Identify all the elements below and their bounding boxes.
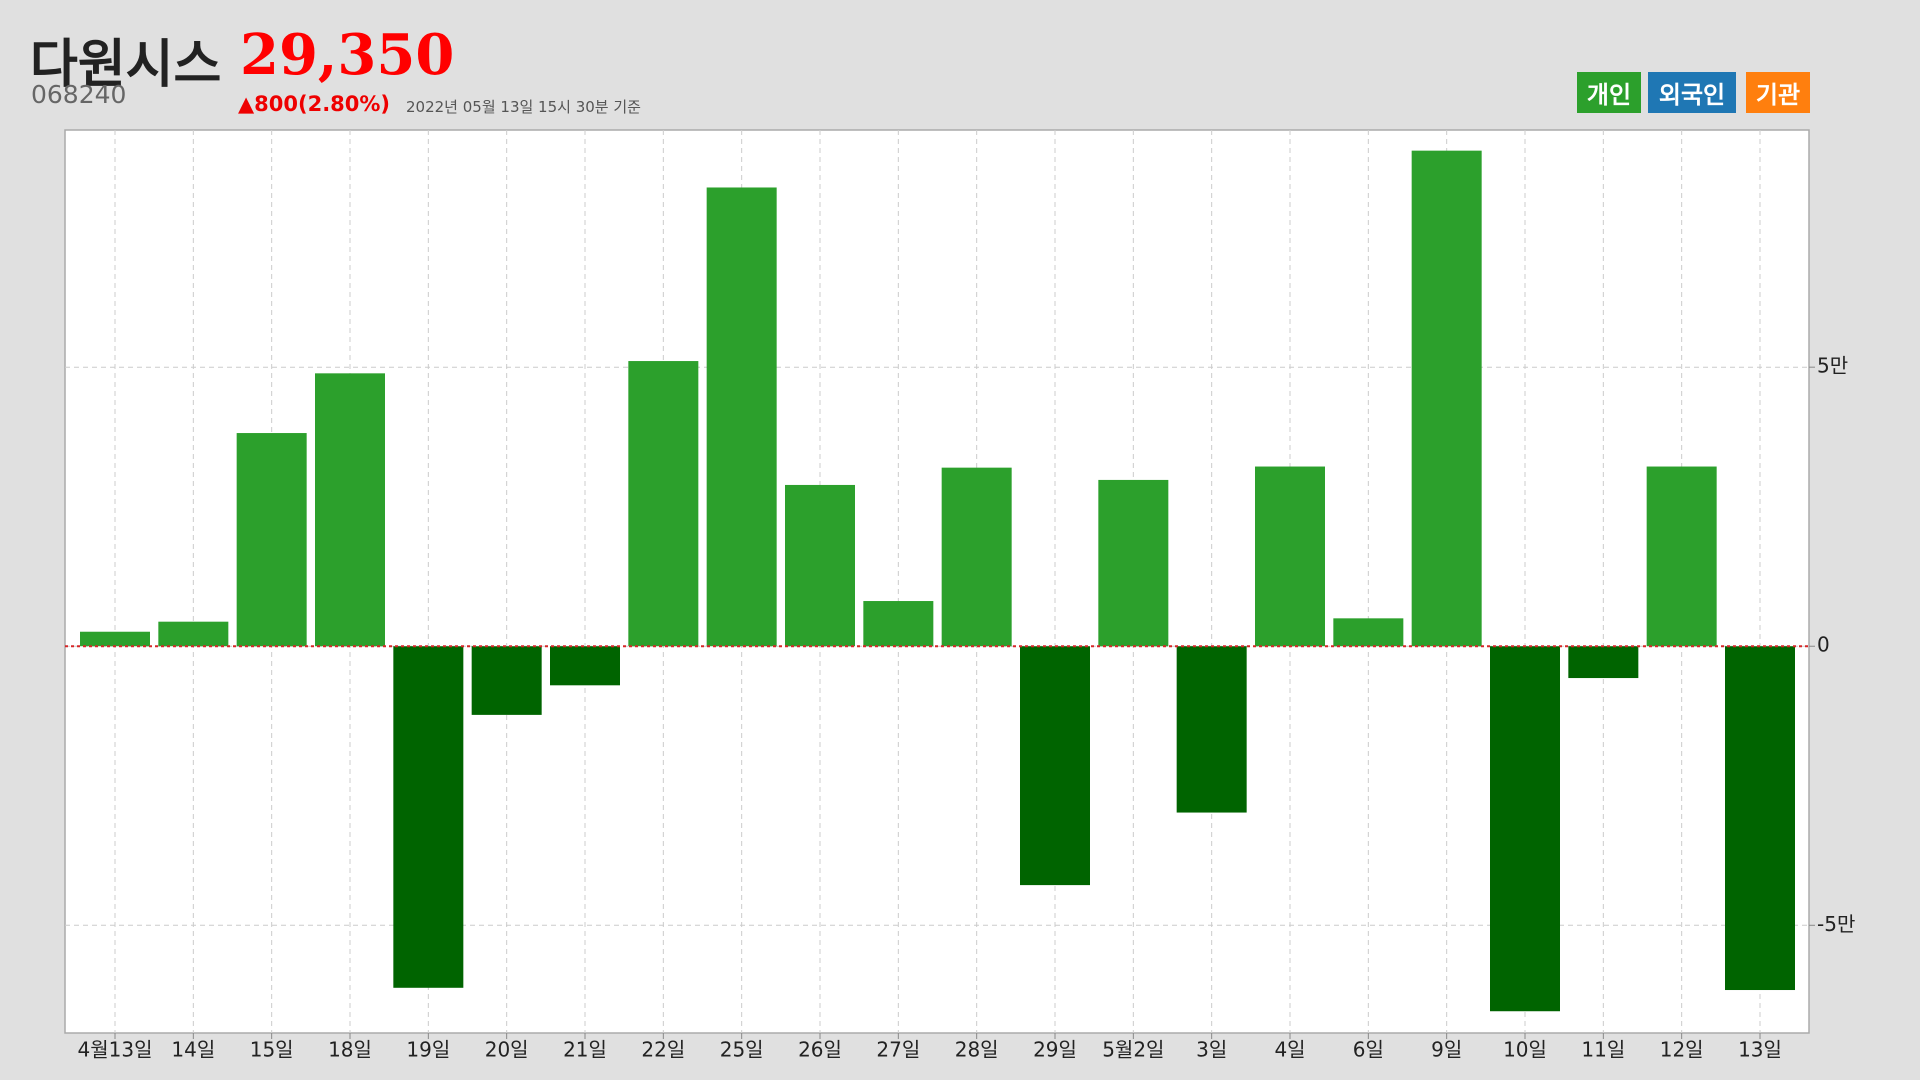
bar (1646, 466, 1717, 647)
bar (1490, 646, 1560, 1012)
legend-button[interactable]: 개인 (1577, 72, 1641, 113)
bar (315, 373, 385, 647)
legend-button[interactable]: 외국인 (1648, 72, 1736, 113)
x-tick-label: 20일 (485, 1038, 529, 1062)
bar (1020, 646, 1090, 886)
bar (1098, 479, 1169, 647)
x-tick-label: 26일 (798, 1038, 842, 1062)
title: 다원시스 (30, 35, 222, 95)
x-tick-label: 5월2일 (1102, 1038, 1164, 1062)
x-tick-label: 12일 (1660, 1038, 1704, 1062)
x-tick-label: 11일 (1581, 1038, 1625, 1062)
bar (628, 361, 699, 647)
bar (236, 433, 307, 647)
x-tick-label: 18일 (328, 1038, 372, 1062)
change: ▲800(2.80%) (238, 92, 391, 116)
bar (1176, 646, 1247, 813)
x-tick-label: 4월13일 (78, 1038, 153, 1062)
x-tick-label: 28일 (955, 1038, 999, 1062)
bar (1255, 466, 1325, 647)
x-tick-label: 15일 (250, 1038, 294, 1062)
x-tick-label: 4일 (1274, 1038, 1305, 1062)
bar (158, 621, 229, 647)
bar (80, 631, 150, 647)
x-tick-label: 27일 (876, 1038, 920, 1062)
x-tick-label: 13일 (1738, 1038, 1782, 1062)
bar (941, 467, 1012, 647)
bar (1333, 618, 1404, 647)
timestamp: 2022년 05월 13일 15시 30분 기준 (406, 98, 641, 116)
price: 29,350 (240, 22, 455, 88)
x-tick-label: 9일 (1431, 1038, 1462, 1062)
bar (393, 646, 464, 988)
x-tick-label: 29일 (1033, 1038, 1077, 1062)
y-tick-label: -5만 (1817, 912, 1855, 936)
bar (1725, 646, 1795, 991)
x-tick-label: 19일 (406, 1038, 450, 1062)
x-tick-label: 6일 (1353, 1038, 1384, 1062)
bar (1568, 646, 1639, 679)
bar (706, 187, 777, 647)
x-tick-label: 3일 (1196, 1038, 1227, 1062)
bar (785, 484, 855, 647)
y-tick-label: 0 (1817, 633, 1830, 657)
bar (863, 601, 934, 647)
bar (1411, 150, 1482, 647)
legend-button[interactable]: 기관 (1746, 72, 1810, 113)
bar (550, 646, 620, 686)
code: 068240 (31, 80, 127, 109)
x-tick-label: 10일 (1503, 1038, 1547, 1062)
x-tick-label: 14일 (171, 1038, 215, 1062)
x-tick-label: 21일 (563, 1038, 607, 1062)
x-tick-label: 22일 (641, 1038, 685, 1062)
bar (471, 646, 542, 715)
y-tick-label: 5만 (1817, 354, 1848, 378)
x-tick-label: 25일 (720, 1038, 764, 1062)
